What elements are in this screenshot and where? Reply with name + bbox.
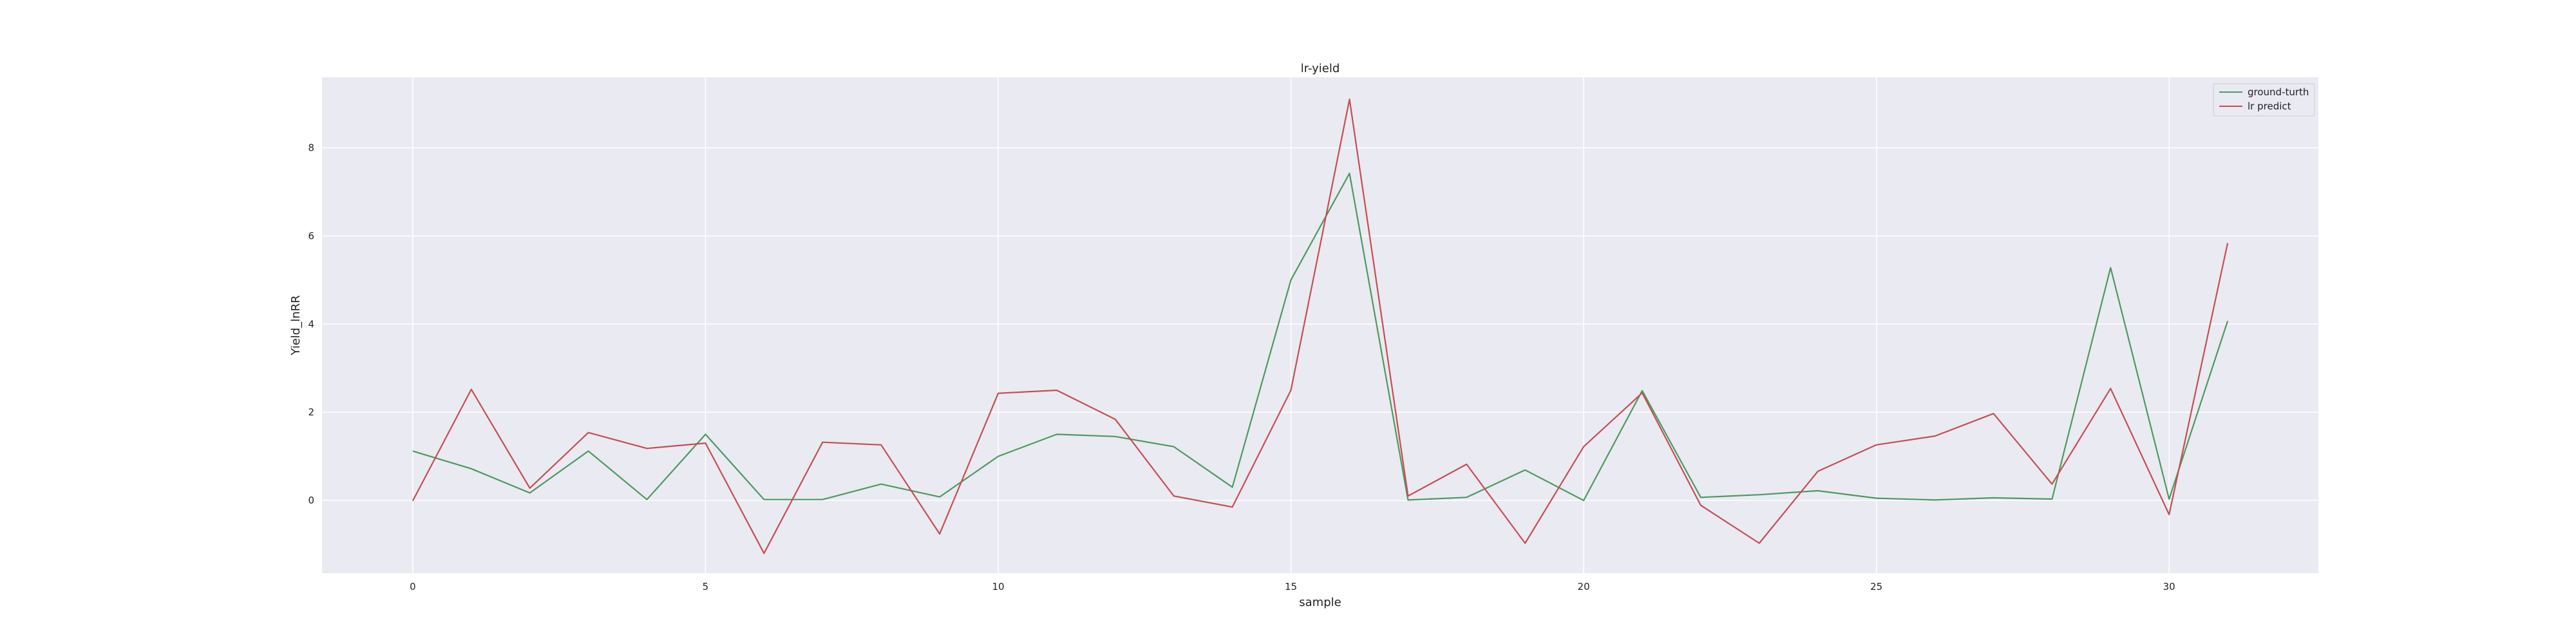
y-tick-label: 4 — [308, 318, 314, 330]
legend-label-ground-turth: ground-turth — [2248, 86, 2309, 98]
y-tick-label: 0 — [308, 495, 314, 506]
y-tick-label: 8 — [308, 142, 314, 154]
chart-title: lr-yield — [1301, 62, 1340, 75]
x-tick-label: 30 — [2163, 581, 2175, 592]
y-tick-label: 6 — [308, 230, 314, 242]
x-axis-ticks: 0 5 10 15 20 25 30 — [410, 581, 2175, 592]
gridlines — [322, 77, 2318, 573]
y-axis-label: Yield_lnRR — [289, 295, 303, 355]
x-tick-label: 20 — [1578, 581, 1590, 592]
legend: ground-turth lr predict — [2213, 83, 2315, 117]
x-tick-label: 0 — [410, 581, 416, 592]
y-axis-ticks: 0 2 4 6 8 — [308, 142, 314, 507]
legend-label-lr-predict: lr predict — [2248, 100, 2291, 112]
series-line-ground-turth — [412, 173, 2229, 502]
x-tick-label: 15 — [1285, 581, 1297, 592]
x-axis-label: sample — [1299, 596, 1341, 609]
y-tick-label: 2 — [308, 406, 314, 418]
x-tick-label: 5 — [703, 581, 709, 592]
x-tick-label: 25 — [1870, 581, 1882, 592]
series-lines — [412, 99, 2229, 554]
series-line-lr-predict — [412, 99, 2229, 554]
x-tick-label: 10 — [992, 581, 1004, 592]
